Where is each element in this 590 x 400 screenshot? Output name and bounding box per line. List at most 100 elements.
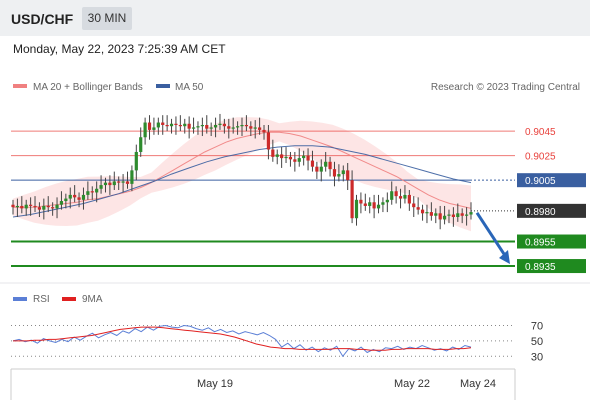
candle-body xyxy=(73,194,77,198)
candle-body xyxy=(130,170,134,184)
candle-body xyxy=(403,194,407,199)
candle-body xyxy=(191,127,196,129)
ma20-line xyxy=(13,131,472,209)
rsi-panel: 70 50 30 xyxy=(11,321,543,363)
candle-body xyxy=(346,170,350,181)
forecast-arrow-shaft xyxy=(475,212,508,258)
bollinger-band-area xyxy=(13,117,471,232)
candle-body xyxy=(86,191,90,195)
level-label-0.9005: 0.9005 xyxy=(525,176,556,187)
candle-body xyxy=(112,181,116,186)
candle-body xyxy=(174,123,178,125)
candle-body xyxy=(196,126,200,128)
symbol-title: USD/CHF xyxy=(11,11,74,27)
candle-body xyxy=(240,124,244,127)
candle-body xyxy=(147,122,152,130)
level-label-0.8955: 0.8955 xyxy=(525,238,556,249)
candle-body xyxy=(253,127,257,129)
candle-body xyxy=(77,197,81,200)
candle-body xyxy=(275,154,279,157)
candle-body xyxy=(359,199,363,204)
candle-body xyxy=(310,160,315,167)
candle-body xyxy=(121,181,125,183)
candle-body xyxy=(209,127,213,129)
candle-body xyxy=(108,182,112,186)
candle-body xyxy=(165,124,169,127)
candle-body xyxy=(29,204,33,206)
rsi-tick-30: 30 xyxy=(531,351,543,363)
candle-body xyxy=(68,194,72,199)
candle-body xyxy=(288,156,293,160)
x-axis: May 19 May 22 May 24 xyxy=(10,368,516,400)
legend-ma20-label: MA 20 + Bollinger Bands xyxy=(33,82,143,93)
candle-body xyxy=(324,161,328,167)
candle-body xyxy=(376,204,381,209)
rsi-line xyxy=(12,324,472,358)
rsi-tick-50: 50 xyxy=(531,336,543,348)
level-tag-box-0.9005 xyxy=(517,173,586,188)
header-bar: USD/CHF 30 MIN xyxy=(0,0,590,36)
candle-body xyxy=(368,202,372,206)
candlesticks xyxy=(11,113,473,230)
rsi-legend-label: RSI xyxy=(33,294,50,305)
rsi-ma-swatch xyxy=(62,297,76,301)
candle-body xyxy=(227,126,231,129)
candle-body xyxy=(390,191,394,200)
level-label-0.8935: 0.8935 xyxy=(525,262,556,273)
candle-body xyxy=(24,204,28,209)
candle-body xyxy=(103,182,108,186)
x-tick-may22: May 22 xyxy=(394,378,430,390)
candle-body xyxy=(42,205,46,210)
level-label-0.8980: 0.8980 xyxy=(525,207,556,218)
candle-body xyxy=(183,123,187,127)
candle-body xyxy=(200,124,204,127)
candle-body xyxy=(37,207,42,210)
level-tags: 0.9045 0.9025 0.9005 0.8980 0.8955 0.8935 xyxy=(517,127,586,274)
candle-body xyxy=(55,204,59,209)
level-label-0.9025: 0.9025 xyxy=(525,152,556,163)
candle-body xyxy=(271,149,275,157)
candle-body xyxy=(161,122,165,125)
candle-body xyxy=(350,180,354,219)
legend: MA 20 + Bollinger Bands MA 50 Research ©… xyxy=(13,82,580,93)
forecast-arrow-head xyxy=(499,250,510,265)
rsi-ma-legend-label: 9MA xyxy=(82,294,103,305)
candle-body xyxy=(315,166,319,172)
timestamp: Monday, May 22, 2023 7:25:39 AM CET xyxy=(13,42,226,56)
candle-body xyxy=(451,214,455,217)
candle-body xyxy=(169,123,174,127)
x-tick-may19: May 19 xyxy=(197,378,233,390)
candle-body xyxy=(429,212,433,216)
timeframe-button[interactable]: 30 MIN xyxy=(82,7,132,30)
candle-body xyxy=(90,191,94,193)
candle-body xyxy=(262,129,266,133)
candle-body xyxy=(244,124,249,127)
ma20-swatch xyxy=(13,84,27,88)
candle-body xyxy=(297,158,301,162)
candle-body xyxy=(51,207,55,209)
candle-body xyxy=(447,214,451,216)
candle-body xyxy=(139,137,143,152)
candle-body xyxy=(125,181,130,184)
candle-body xyxy=(205,124,209,129)
level-label-0.9045: 0.9045 xyxy=(525,127,556,138)
candle-body xyxy=(460,213,464,216)
candle-body xyxy=(81,194,86,200)
candle-body xyxy=(213,124,218,128)
candle-body xyxy=(187,123,191,129)
level-tag-box-0.8935 xyxy=(517,259,586,274)
candle-body xyxy=(354,199,359,219)
rsi-tick-70: 70 xyxy=(531,321,543,333)
candle-body xyxy=(20,205,24,209)
candle-body xyxy=(134,151,138,171)
candle-body xyxy=(363,203,367,206)
candle-body xyxy=(398,196,403,199)
candle-body xyxy=(99,185,103,189)
bollinger-band xyxy=(13,117,471,232)
candle-body xyxy=(332,169,337,177)
rsi-ma-line xyxy=(13,326,472,351)
candle-body xyxy=(293,159,297,162)
candle-body xyxy=(420,209,425,214)
candle-body xyxy=(464,214,469,216)
